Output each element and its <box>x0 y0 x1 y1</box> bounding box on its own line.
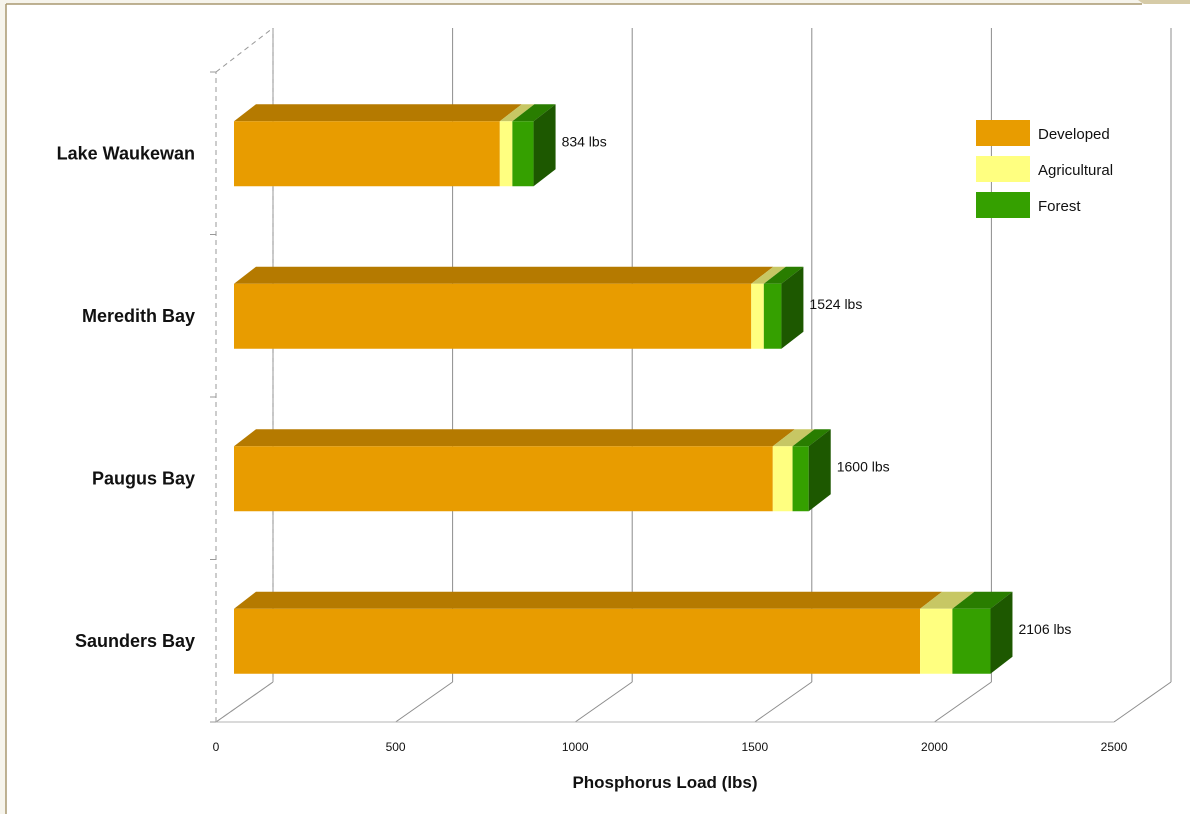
labels-layer: 834 lbs Lake Waukewan 1524 lbs Meredith Bay… <box>57 133 1072 651</box>
bar-top-forest <box>952 591 1013 609</box>
bar-top-developed <box>234 104 522 122</box>
x-tick-label: 1000 <box>562 740 589 754</box>
bar-segment-agricultural <box>920 608 953 674</box>
bar-side-forest <box>808 429 831 512</box>
bar-segment-forest <box>763 283 782 349</box>
legend-label-forest: Forest <box>1038 198 1081 215</box>
floor-gridline <box>754 681 813 723</box>
bar-top-developed <box>234 266 774 284</box>
legend-label-agricultural: Agricultural <box>1038 162 1113 179</box>
floor-left-edge <box>215 681 274 723</box>
bar-segment-developed <box>234 446 773 512</box>
bar-top-agricultural <box>499 104 535 122</box>
x-tick-label: 1500 <box>741 740 768 754</box>
bar-side-forest <box>533 104 556 187</box>
bar-top-forest <box>792 429 831 447</box>
bar-segment-agricultural <box>772 446 793 512</box>
bar-segment-forest <box>512 121 534 187</box>
x-tick-label: 2000 <box>921 740 948 754</box>
floor-gridline <box>934 681 992 723</box>
legend-swatch-forest <box>976 192 1030 218</box>
bar-top-developed <box>234 429 795 447</box>
data-label: 2106 lbs <box>1018 621 1071 637</box>
x-axis-title: Phosphorus Load (lbs) <box>572 773 757 792</box>
bar-segment-agricultural <box>499 121 513 187</box>
bar-segment-developed <box>234 283 752 349</box>
bar-top-forest <box>763 266 804 284</box>
category-label: Meredith Bay <box>82 306 195 326</box>
x-tick-label: 500 <box>386 740 406 754</box>
floor-gridline <box>1113 681 1172 723</box>
category-label: Saunders Bay <box>75 631 195 651</box>
floor-gridline <box>395 681 453 723</box>
x-tick-label: 2500 <box>1101 740 1128 754</box>
bar-segment-forest <box>792 446 809 512</box>
wall-top-edge <box>215 27 274 73</box>
bar-segment-developed <box>234 121 500 187</box>
data-label: 1524 lbs <box>809 296 862 312</box>
bar-top-agricultural <box>751 266 786 284</box>
category-label: Lake Waukewan <box>57 143 195 163</box>
bar-segment-agricultural <box>751 283 764 349</box>
legend-swatch-developed <box>976 120 1030 146</box>
floor-gridline <box>574 681 633 723</box>
data-label: 834 lbs <box>562 133 607 149</box>
bar-side-forest <box>990 591 1013 674</box>
data-label: 1600 lbs <box>837 458 890 474</box>
bars-layer <box>234 104 1013 674</box>
bar-side-forest <box>781 266 804 349</box>
bar-top-agricultural <box>772 429 815 447</box>
bar-top-agricultural <box>920 591 975 609</box>
legend: Developed Agricultural Forest <box>976 120 1113 218</box>
category-label: Paugus Bay <box>92 468 195 488</box>
bar-top-developed <box>234 591 943 609</box>
bar-top-forest <box>512 104 556 122</box>
x-tick-label: 0 <box>213 740 220 754</box>
bar-segment-forest <box>952 608 991 674</box>
bar-segment-developed <box>234 608 921 674</box>
legend-label-developed: Developed <box>1038 126 1110 143</box>
legend-swatch-agricultural <box>976 156 1030 182</box>
